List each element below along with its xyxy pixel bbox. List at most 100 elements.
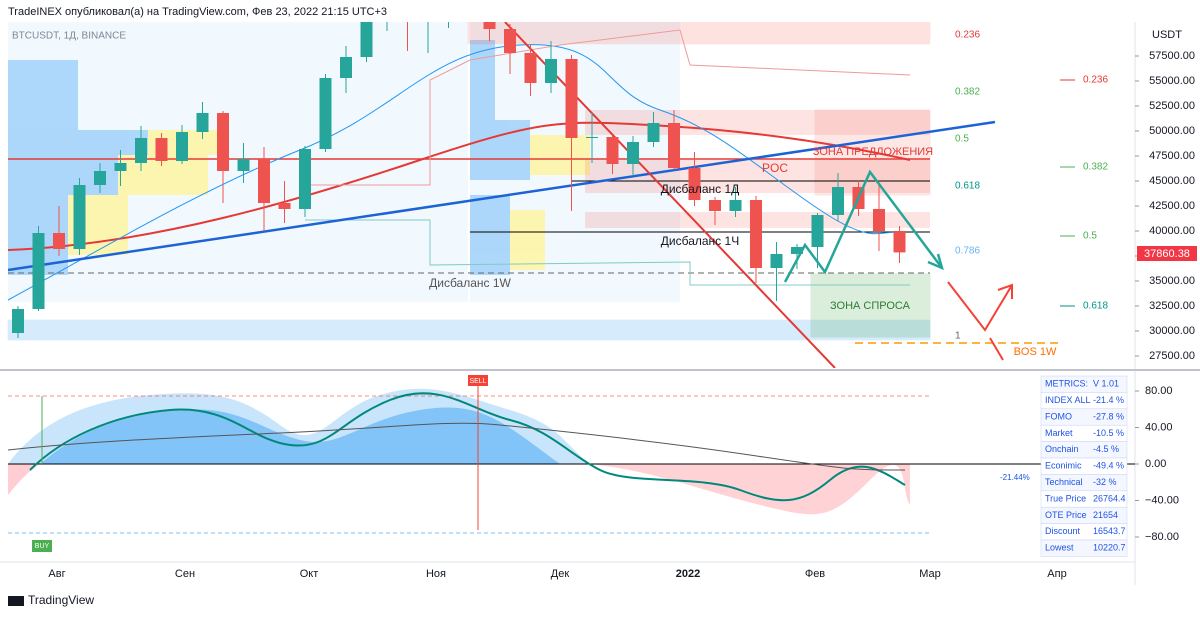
- candle-body: [299, 149, 311, 209]
- bos-label: BOS 1W: [1014, 346, 1057, 358]
- candle-body: [893, 231, 906, 253]
- fib-right: 0.236 0.382 0.5 0.618: [1060, 75, 1108, 312]
- candle-body: [709, 200, 721, 211]
- table-cell: FOMO: [1045, 411, 1072, 421]
- y-tick-label: 55000.00: [1149, 75, 1195, 87]
- sell-label: SELL: [469, 378, 486, 385]
- table-cell: Market: [1045, 428, 1073, 438]
- candle-body: [217, 113, 229, 171]
- candle-body: [811, 215, 824, 247]
- table-cell: 21654: [1093, 510, 1118, 520]
- arrow-head: [927, 253, 944, 271]
- x-tick-label: Авг: [48, 568, 65, 580]
- y-tick-label: 50000.00: [1149, 125, 1195, 137]
- table-cell: -49.4 %: [1093, 461, 1124, 471]
- y-tick-label: 52500.00: [1149, 100, 1195, 112]
- fib-label: 0.5: [1083, 231, 1097, 242]
- y-tick-label: 47500.00: [1149, 150, 1195, 162]
- price-axis: 57500.00 55000.00 52500.00 50000.00 47500.00…: [1135, 50, 1195, 362]
- projection: [989, 337, 1004, 361]
- table-cell: Onchain: [1045, 444, 1079, 454]
- y-tick-label: 42500.00: [1149, 200, 1195, 212]
- projection: [947, 281, 1013, 332]
- demand-label: ЗОНА СПРОСА: [830, 300, 911, 312]
- table-cell: OTE Price: [1045, 510, 1087, 520]
- candle-body: [606, 137, 619, 164]
- x-tick-label: Апр: [1047, 568, 1066, 580]
- candle-body: [586, 137, 598, 138]
- candle-body: [94, 171, 106, 185]
- x-tick-label: Сен: [175, 568, 195, 580]
- table-cell: 16543.7: [1093, 526, 1126, 536]
- table-cell: 26764.4: [1093, 493, 1126, 503]
- x-tick-label: 2022: [676, 568, 700, 580]
- candles: [12, 22, 906, 338]
- x-tick-label: Окт: [300, 568, 319, 580]
- last-price-badge: [1137, 246, 1197, 261]
- projection: [783, 169, 943, 283]
- y-tick-label: 57500.00: [1149, 50, 1195, 62]
- fib-left: 0.236 0.382 0.5 0.618 0.786 1: [955, 30, 980, 342]
- candle-body: [770, 254, 783, 268]
- y-tick-label: 40000.00: [1149, 225, 1195, 237]
- candle-body: [237, 159, 250, 171]
- footer: [0, 588, 1200, 615]
- table-row: [1040, 539, 1128, 557]
- table-cell: -10.5 %: [1093, 428, 1124, 438]
- imbalance-label: Дисбаланс 1W: [429, 276, 511, 290]
- table-cell: -21.4 %: [1093, 395, 1124, 405]
- candle-body: [791, 247, 803, 254]
- candle-body: [114, 163, 127, 171]
- table-cell: -27.8 %: [1093, 411, 1124, 421]
- x-tick-label: Ноя: [426, 568, 446, 580]
- table-cell: -4.5 %: [1093, 444, 1119, 454]
- fib-label: 0.786: [955, 246, 980, 257]
- annotations: ЗОНА ПРЕДЛОЖЕНИЯ POC Дисбаланс 1Д Дисбал…: [429, 146, 1057, 358]
- indicator-pane: [7, 386, 1135, 534]
- fib-label: 0.382: [1083, 162, 1108, 173]
- moving-average: [7, 121, 911, 251]
- y-tick-label: −40.00: [1145, 494, 1179, 506]
- candle-body: [832, 187, 844, 215]
- footer-brand: TradingView: [28, 593, 94, 607]
- y-tick-label: −80.00: [1145, 531, 1179, 543]
- candle-body: [53, 233, 65, 249]
- imbalance-label: Дисбаланс 1Ч: [661, 234, 739, 248]
- y-tick-label: 32500.00: [1149, 300, 1195, 312]
- table-cell: -32 %: [1093, 477, 1117, 487]
- currency: USDT: [1152, 29, 1182, 41]
- y-tick-label: 35000.00: [1149, 275, 1195, 287]
- y-tick-label: 0.00: [1145, 458, 1166, 470]
- candle-body: [176, 132, 188, 161]
- fib-label: 0.618: [955, 181, 980, 192]
- red-zone: [585, 110, 930, 135]
- candle-body: [524, 53, 537, 83]
- fib-label: 0.236: [955, 30, 980, 41]
- y-tick-label: 80.00: [1145, 385, 1173, 397]
- candle-body: [278, 203, 291, 209]
- table-cell: Discount: [1045, 526, 1081, 536]
- table-cell: Econimic: [1045, 461, 1082, 471]
- x-tick-label: Дек: [551, 568, 570, 580]
- buy-badge: [32, 540, 52, 552]
- channel: [305, 219, 910, 286]
- candle-body: [258, 159, 270, 203]
- fib-label: 0.618: [1083, 301, 1108, 312]
- volume-profile: [8, 40, 530, 275]
- arrow-head: [997, 283, 1013, 299]
- y-tick-label: 27500.00: [1149, 350, 1195, 362]
- x-tick-label: Фев: [805, 568, 825, 580]
- imbalance-1w-zone: [7, 319, 931, 341]
- table-cell: 10220.7: [1093, 543, 1126, 553]
- candle-body: [750, 200, 762, 268]
- candle-body: [319, 78, 332, 149]
- candle-body: [688, 168, 701, 200]
- sell-badge: [468, 375, 488, 386]
- poc-label: POC: [762, 161, 788, 175]
- candle-body: [155, 138, 168, 161]
- table-cell: Lowest: [1045, 543, 1074, 553]
- candle-body: [647, 123, 660, 142]
- logo: [8, 596, 24, 606]
